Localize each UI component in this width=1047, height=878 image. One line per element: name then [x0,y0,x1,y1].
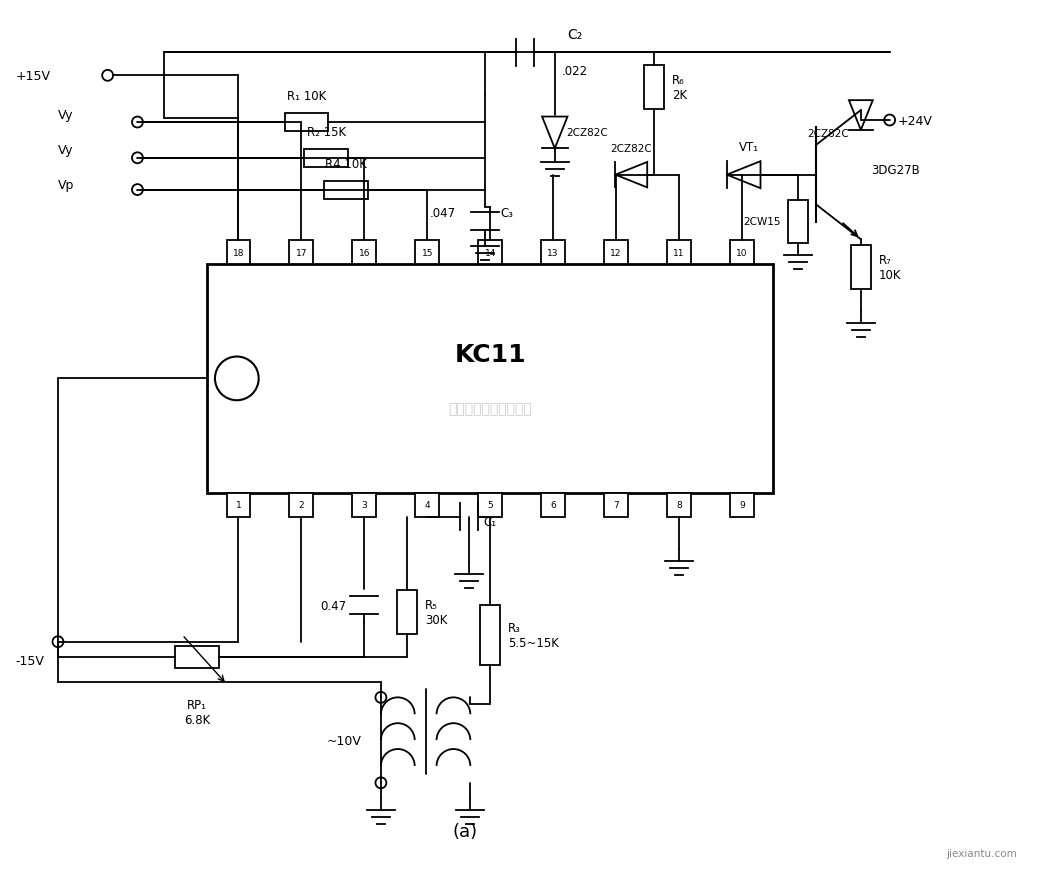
Text: C₃: C₃ [500,206,513,220]
Bar [175,646,219,668]
Text: ~10V: ~10V [327,734,361,746]
Text: 16: 16 [358,248,370,257]
Text: R₇
10K: R₇ 10K [878,254,901,282]
Bar [788,200,808,244]
Bar [325,182,367,199]
Bar [353,241,376,265]
Bar [289,493,313,517]
Text: Vy: Vy [58,109,73,121]
Text: 9: 9 [739,500,744,509]
Bar [851,246,871,290]
Text: 15: 15 [422,248,433,257]
Text: 10: 10 [736,248,748,257]
Text: 14: 14 [485,248,496,257]
Text: +24V: +24V [897,114,933,127]
Bar [730,241,754,265]
Text: R₂ 15K: R₂ 15K [307,126,346,139]
Text: R₃
5.5~15K: R₃ 5.5~15K [508,621,559,649]
Text: KC11: KC11 [454,342,526,366]
Text: -15V: -15V [16,654,44,667]
Text: 杭州将睿科技有限公司: 杭州将睿科技有限公司 [448,402,532,415]
Text: 2CW15: 2CW15 [743,217,780,227]
Bar [226,493,250,517]
Text: 2CZ82C: 2CZ82C [566,128,608,139]
Bar [207,265,774,493]
Text: 2CZ82C: 2CZ82C [807,129,849,139]
Bar [226,241,250,265]
Bar [541,241,565,265]
Text: 3: 3 [361,500,367,509]
Text: Vy: Vy [58,144,73,157]
Bar [730,493,754,517]
Text: R4 10K: R4 10K [326,157,367,170]
Text: jiexiantu.com: jiexiantu.com [946,848,1017,859]
Bar [416,493,439,517]
Text: Vp: Vp [58,179,74,192]
Text: R₁ 10K: R₁ 10K [287,90,326,103]
Text: VT₁: VT₁ [738,140,759,154]
Bar [478,241,503,265]
Text: 4: 4 [424,500,430,509]
Text: 8: 8 [676,500,682,509]
Text: 12: 12 [610,248,622,257]
Text: 3DG27B: 3DG27B [871,164,919,177]
Bar [416,241,439,265]
Text: +15V: +15V [16,69,50,83]
Text: 13: 13 [548,248,559,257]
Text: RP₁
6.8K: RP₁ 6.8K [184,699,210,726]
Bar [604,493,628,517]
Text: .047: .047 [429,206,455,220]
Bar [289,241,313,265]
Text: 18: 18 [232,248,244,257]
Bar [353,493,376,517]
Text: C₂: C₂ [567,27,582,41]
Bar [481,605,500,665]
Bar [667,241,691,265]
Text: 17: 17 [295,248,307,257]
Bar [644,67,664,110]
Bar [667,493,691,517]
Text: R₆
2K: R₆ 2K [672,74,687,102]
Bar [305,149,348,168]
Bar [285,114,329,132]
Bar [398,590,418,634]
Text: 0.47: 0.47 [320,600,347,612]
Text: (a): (a) [452,822,477,839]
Text: 1: 1 [236,500,242,509]
Text: R₅
30K: R₅ 30K [425,598,448,626]
Text: 2: 2 [298,500,305,509]
Bar [478,493,503,517]
Text: .022: .022 [561,65,587,78]
Text: 2CZ82C: 2CZ82C [610,144,652,154]
Text: 7: 7 [614,500,619,509]
Text: 11: 11 [673,248,685,257]
Text: 6: 6 [551,500,556,509]
Text: 5: 5 [487,500,493,509]
Bar [604,241,628,265]
Bar [541,493,565,517]
Text: C₁: C₁ [484,515,496,529]
